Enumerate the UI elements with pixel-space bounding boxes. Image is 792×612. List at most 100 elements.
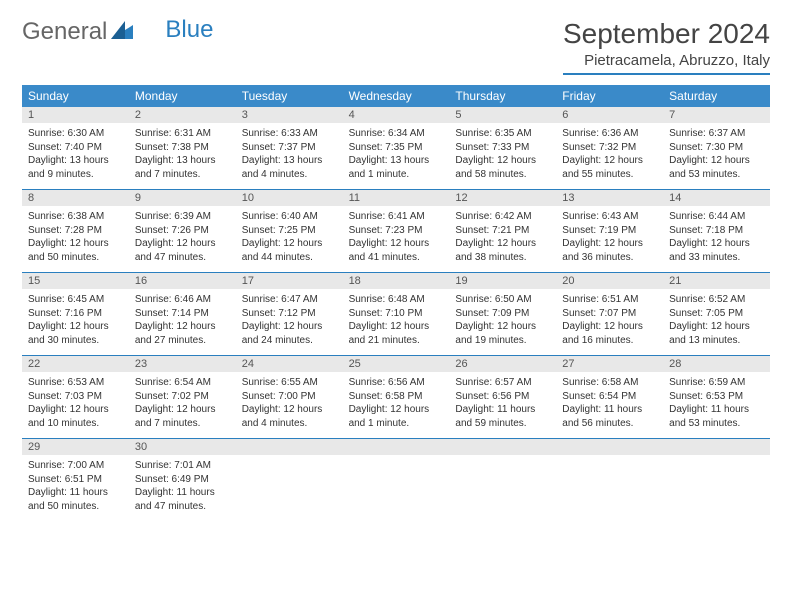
daylight-text: Daylight: 12 hours and 44 minutes. [242,237,337,264]
day-cell [343,439,450,521]
day-cell: 23Sunrise: 6:54 AMSunset: 7:02 PMDayligh… [129,356,236,438]
sunrise-text: Sunrise: 6:56 AM [349,376,444,390]
day-body: Sunrise: 7:01 AMSunset: 6:49 PMDaylight:… [129,455,236,521]
daylight-text: Daylight: 12 hours and 53 minutes. [669,154,764,181]
week-row: 22Sunrise: 6:53 AMSunset: 7:03 PMDayligh… [22,356,770,439]
day-cell: 14Sunrise: 6:44 AMSunset: 7:18 PMDayligh… [663,190,770,272]
sunset-text: Sunset: 7:30 PM [669,141,764,155]
sunset-text: Sunset: 7:35 PM [349,141,444,155]
day-cell: 3Sunrise: 6:33 AMSunset: 7:37 PMDaylight… [236,107,343,189]
day-body [236,455,343,507]
day-body: Sunrise: 6:59 AMSunset: 6:53 PMDaylight:… [663,372,770,438]
sunset-text: Sunset: 7:00 PM [242,390,337,404]
day-number: 7 [663,107,770,123]
sunrise-text: Sunrise: 6:50 AM [455,293,550,307]
month-title: September 2024 [563,18,770,50]
sunset-text: Sunset: 7:32 PM [562,141,657,155]
week-row: 1Sunrise: 6:30 AMSunset: 7:40 PMDaylight… [22,107,770,190]
day-number: 13 [556,190,663,206]
daylight-text: Daylight: 12 hours and 19 minutes. [455,320,550,347]
day-number: 6 [556,107,663,123]
daylight-text: Daylight: 12 hours and 13 minutes. [669,320,764,347]
day-cell: 30Sunrise: 7:01 AMSunset: 6:49 PMDayligh… [129,439,236,521]
sunrise-text: Sunrise: 6:39 AM [135,210,230,224]
day-body: Sunrise: 6:31 AMSunset: 7:38 PMDaylight:… [129,123,236,189]
day-cell: 18 Sunrise: 6:48 AMSunset: 7:10 PMDayligh… [343,273,450,355]
day-number: 22 [22,356,129,372]
sunset-text: Sunset: 6:56 PM [455,390,550,404]
sunset-text: Sunset: 7:03 PM [28,390,123,404]
calendar: Sunday Monday Tuesday Wednesday Thursday… [22,85,770,521]
day-body: Sunrise: 6:40 AMSunset: 7:25 PMDaylight:… [236,206,343,272]
sunrise-text: Sunrise: 7:00 AM [28,459,123,473]
day-number: 18 [343,273,450,289]
day-cell: 19Sunrise: 6:50 AMSunset: 7:09 PMDayligh… [449,273,556,355]
day-number: 17 [236,273,343,289]
sunrise-text: Sunrise: 6:34 AM [349,127,444,141]
sunrise-text: Sunrise: 6:43 AM [562,210,657,224]
sunset-text: Sunset: 7:14 PM [135,307,230,321]
day-number [556,439,663,455]
day-body: Sunrise: 6:43 AMSunset: 7:19 PMDaylight:… [556,206,663,272]
weekday-thu: Thursday [449,85,556,107]
sunset-text: Sunset: 7:28 PM [28,224,123,238]
day-cell: 15Sunrise: 6:45 AMSunset: 7:16 PMDayligh… [22,273,129,355]
day-number: 10 [236,190,343,206]
day-cell: 20Sunrise: 6:51 AMSunset: 7:07 PMDayligh… [556,273,663,355]
day-body [556,455,663,507]
day-body: Sunrise: 6:35 AMSunset: 7:33 PMDaylight:… [449,123,556,189]
sunrise-text: Sunrise: 6:41 AM [349,210,444,224]
day-cell: 2Sunrise: 6:31 AMSunset: 7:38 PMDaylight… [129,107,236,189]
sunset-text: Sunset: 7:09 PM [455,307,550,321]
weekday-fri: Friday [556,85,663,107]
day-body: Sunrise: 6:57 AMSunset: 6:56 PMDaylight:… [449,372,556,438]
daylight-text: Daylight: 13 hours and 4 minutes. [242,154,337,181]
day-number: 3 [236,107,343,123]
daylight-text: Daylight: 13 hours and 9 minutes. [28,154,123,181]
daylight-text: Daylight: 12 hours and 33 minutes. [669,237,764,264]
sunset-text: Sunset: 7:10 PM [349,307,444,321]
sunrise-text: Sunrise: 6:42 AM [455,210,550,224]
daylight-text: Daylight: 12 hours and 16 minutes. [562,320,657,347]
sunset-text: Sunset: 7:19 PM [562,224,657,238]
day-number [663,439,770,455]
sunset-text: Sunset: 6:53 PM [669,390,764,404]
day-body: Sunrise: 6:53 AMSunset: 7:03 PMDaylight:… [22,372,129,438]
day-body: Sunrise: 6:38 AMSunset: 7:28 PMDaylight:… [22,206,129,272]
day-body: Sunrise: 6:50 AMSunset: 7:09 PMDaylight:… [449,289,556,355]
day-body: Sunrise: 6:34 AMSunset: 7:35 PMDaylight:… [343,123,450,189]
day-cell: 17Sunrise: 6:47 AMSunset: 7:12 PMDayligh… [236,273,343,355]
sunrise-text: Sunrise: 6:35 AM [455,127,550,141]
sunrise-text: Sunrise: 6:45 AM [28,293,123,307]
daylight-text: Daylight: 11 hours and 47 minutes. [135,486,230,513]
day-number: 29 [22,439,129,455]
daylight-text: Daylight: 12 hours and 27 minutes. [135,320,230,347]
weekday-wed: Wednesday [343,85,450,107]
sunrise-text: Sunrise: 6:48 AM [349,293,444,307]
day-body: Sunrise: 6:36 AMSunset: 7:32 PMDaylight:… [556,123,663,189]
sunset-text: Sunset: 6:54 PM [562,390,657,404]
day-number: 20 [556,273,663,289]
sunset-text: Sunset: 7:40 PM [28,141,123,155]
day-body: Sunrise: 6:51 AMSunset: 7:07 PMDaylight:… [556,289,663,355]
sunset-text: Sunset: 7:26 PM [135,224,230,238]
logo: General Blue [22,18,213,46]
day-number: 4 [343,107,450,123]
day-number: 27 [556,356,663,372]
day-number: 23 [129,356,236,372]
day-cell: 10Sunrise: 6:40 AMSunset: 7:25 PMDayligh… [236,190,343,272]
daylight-text: Daylight: 12 hours and 1 minute. [349,403,444,430]
day-body: Sunrise: 6:45 AMSunset: 7:16 PMDaylight:… [22,289,129,355]
sunrise-text: Sunrise: 7:01 AM [135,459,230,473]
title-block: September 2024 Pietracamela, Abruzzo, It… [563,18,770,75]
sunrise-text: Sunrise: 6:47 AM [242,293,337,307]
day-number: 16 [129,273,236,289]
daylight-text: Daylight: 12 hours and 7 minutes. [135,403,230,430]
daylight-text: Daylight: 11 hours and 53 minutes. [669,403,764,430]
day-cell [556,439,663,521]
day-cell [449,439,556,521]
day-number [449,439,556,455]
daylight-text: Daylight: 12 hours and 21 minutes. [349,320,444,347]
day-body: Sunrise: 6:55 AMSunset: 7:00 PMDaylight:… [236,372,343,438]
sunrise-text: Sunrise: 6:46 AM [135,293,230,307]
